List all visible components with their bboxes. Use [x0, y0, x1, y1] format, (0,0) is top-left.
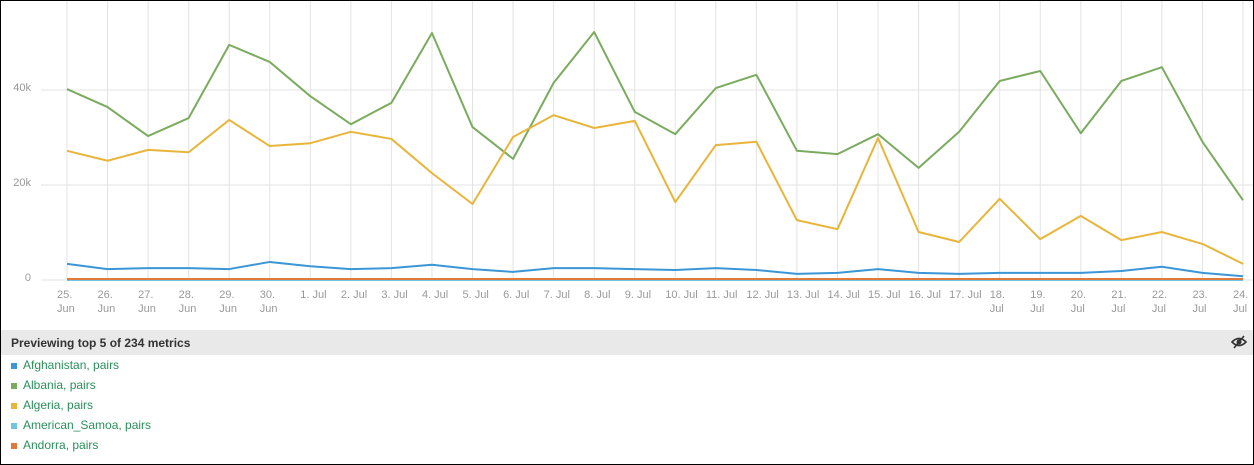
x-tick-label: 24. Jul: [1233, 289, 1249, 315]
x-tick-label: 22. Jul: [1151, 289, 1168, 315]
x-tick-label: 18. Jul: [989, 289, 1005, 315]
legend-item[interactable]: Afghanistan, pairs: [11, 358, 119, 372]
x-tick-label: 12. Jul: [746, 289, 779, 301]
legend-label: American_Samoa, pairs: [23, 418, 152, 432]
x-tick-label: 26. Jun: [97, 289, 116, 315]
x-tick-label: 30. Jun: [259, 289, 278, 315]
x-tick-label: 29. Jun: [219, 289, 237, 315]
legend-swatch: [11, 362, 17, 369]
x-tick-label: 6. Jul: [503, 289, 530, 301]
hide-icon[interactable]: [1231, 335, 1247, 349]
legend-header: Previewing top 5 of 234 metrics: [1, 330, 1253, 355]
x-tick-label: 16. Jul: [908, 289, 941, 301]
x-tick-label: 8. Jul: [584, 289, 611, 301]
x-tick-label: 25. Jun: [57, 289, 75, 315]
chart: 0 20k 40k: [13, 1, 1253, 284]
x-tick-label: 4. Jul: [421, 289, 449, 301]
legend-swatch: [11, 422, 17, 429]
legend-item[interactable]: Albania, pairs: [11, 378, 96, 392]
x-tick-label: 14. Jul: [827, 289, 860, 301]
legend-item[interactable]: Algeria, pairs: [11, 398, 93, 412]
series-line: [66, 31, 1244, 201]
legend-label: Algeria, pairs: [23, 398, 94, 412]
legend-title: Previewing top 5 of 234 metrics: [11, 336, 191, 350]
x-tick-label: 7. Jul: [543, 289, 570, 301]
legend-label: Albania, pairs: [23, 378, 96, 392]
x-tick-label: 1. Jul: [300, 289, 327, 301]
x-tick-label: 17. Jul: [949, 289, 982, 301]
x-tick-label: 19. Jul: [1030, 289, 1046, 315]
x-tick-label: 11. Jul: [705, 289, 738, 301]
x-tick-label: 2. Jul: [340, 289, 368, 301]
x-tick-label: 23. Jul: [1192, 289, 1208, 315]
x-tick-label: 15. Jul: [868, 289, 901, 301]
x-tick-label: 9. Jul: [624, 289, 652, 301]
x-tick-label: 10. Jul: [665, 289, 698, 301]
x-tick-label: 13. Jul: [786, 289, 820, 301]
y-tick-label: 20k: [13, 177, 31, 189]
legend-item[interactable]: American_Samoa, pairs: [11, 418, 151, 432]
x-tick-label: 5. Jul: [462, 289, 489, 301]
y-tick-label: 0: [25, 272, 31, 284]
x-tick-label: 28. Jun: [178, 289, 197, 315]
legend-swatch: [11, 442, 17, 449]
x-tick-label: 27. Jun: [138, 289, 156, 315]
legend-label: Andorra, pairs: [23, 438, 99, 452]
x-tick-label: 21. Jul: [1111, 289, 1127, 315]
x-tick-label: 20. Jul: [1070, 289, 1087, 315]
x-tick-label: 3. Jul: [381, 289, 408, 301]
y-tick-label: 40k: [13, 82, 31, 94]
legend-label: Afghanistan, pairs: [23, 358, 120, 372]
series-line: [66, 260, 1244, 278]
legend-item[interactable]: Andorra, pairs: [11, 438, 98, 452]
legend-swatch: [11, 402, 17, 409]
legend-swatch: [11, 382, 17, 389]
series-line: [66, 114, 1244, 265]
